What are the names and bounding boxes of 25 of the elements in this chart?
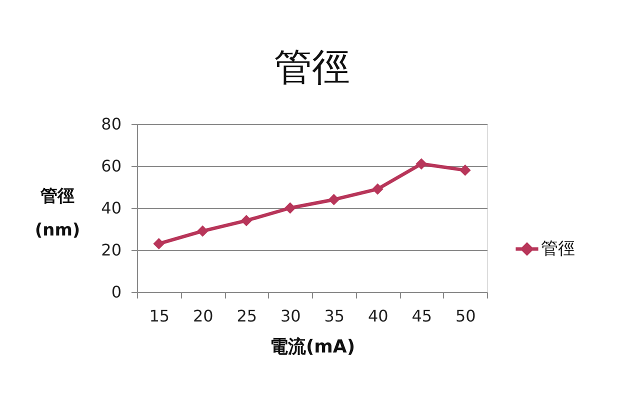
y-tick-label: 0 (111, 282, 122, 302)
x-tick-label: 40 (368, 306, 388, 326)
point (153, 238, 165, 250)
x-tick-label: 30 (280, 306, 301, 326)
x-axis-title: 電流(mA) (270, 336, 356, 358)
y-tick-label: 60 (101, 156, 122, 176)
point (328, 194, 340, 206)
x-tick-label: 20 (192, 306, 214, 326)
y-tick-label: 40 (101, 198, 122, 218)
legend-label: 管徑 (541, 239, 575, 259)
point (196, 225, 208, 237)
x-tick-label: 35 (324, 306, 345, 326)
x-tick-label: 50 (455, 306, 476, 326)
chart-title: 管徑 (274, 45, 350, 89)
point (416, 158, 428, 170)
x-tick-label: 15 (149, 306, 170, 326)
point (240, 214, 252, 226)
point (459, 164, 471, 176)
y-tick-label: 20 (101, 240, 122, 260)
x-tick-label: 25 (236, 306, 258, 326)
point (372, 183, 384, 195)
y-axis-title: 管徑 (nm) (34, 186, 80, 240)
point (284, 202, 296, 214)
y-tick-label: 80 (101, 114, 122, 134)
x-tick-label: 45 (412, 306, 432, 326)
